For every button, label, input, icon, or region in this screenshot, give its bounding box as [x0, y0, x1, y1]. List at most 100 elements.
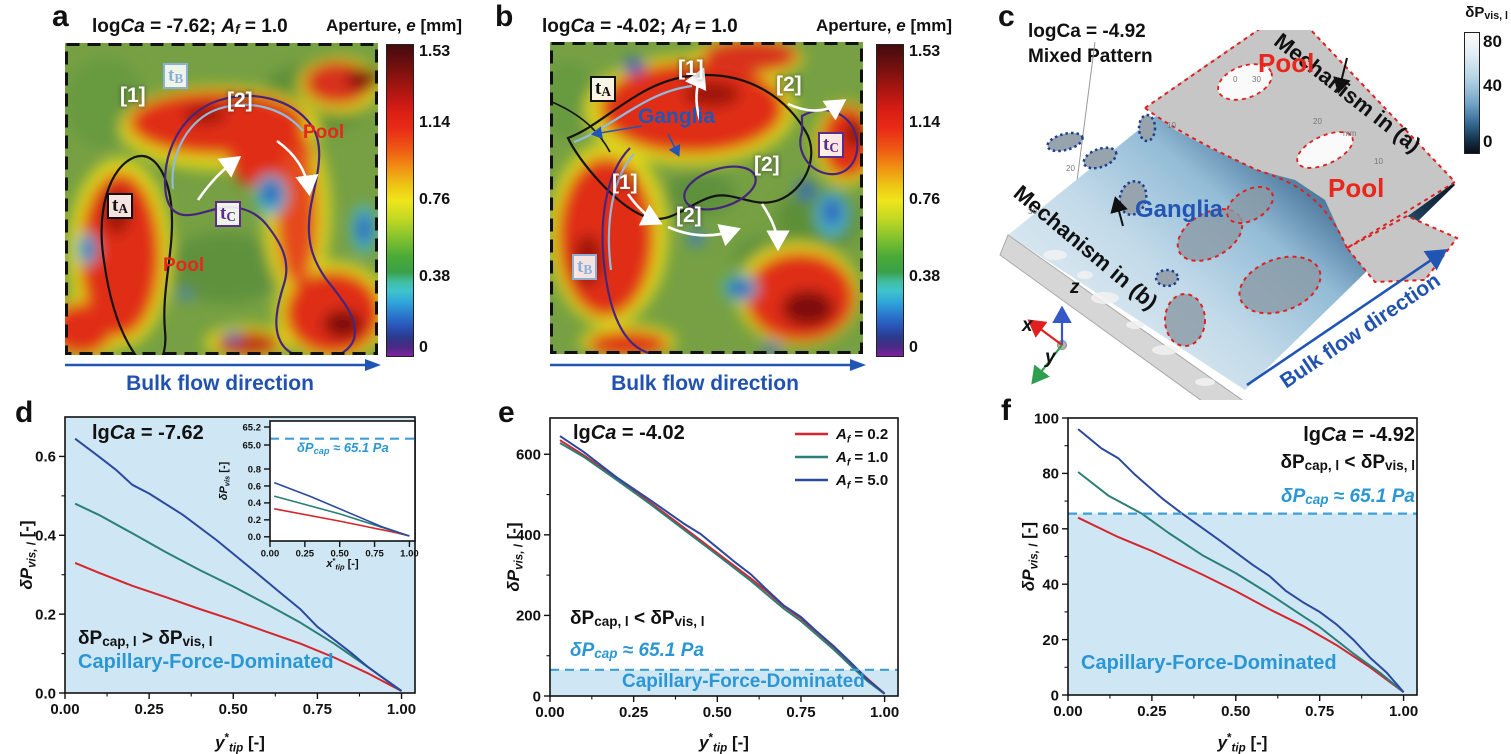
- svg-text:δPvis, l [-]: δPvis, l [-]: [1020, 522, 1041, 591]
- chart-f-pressure-relation: δPcap, l < δPvis, l: [1280, 452, 1415, 473]
- svg-text:0.6: 0.6: [35, 449, 56, 466]
- event-label-2: [2]: [227, 89, 253, 112]
- svg-text:y*tip [-]: y*tip [-]: [1217, 732, 1268, 754]
- svg-text:80: 80: [1042, 466, 1059, 483]
- svg-text:65.2: 65.2: [243, 422, 262, 433]
- colorbar-b-tick: 0.76: [909, 191, 941, 208]
- ganglia-label: Ganglia: [1135, 196, 1224, 223]
- panel-label-a: a: [52, 0, 69, 33]
- chart-f-title: lgCa = -4.92: [1303, 424, 1415, 446]
- svg-text:0.0: 0.0: [248, 532, 261, 543]
- svg-text:0.25: 0.25: [296, 549, 315, 560]
- displacement-arrow-icon: [760, 203, 790, 252]
- chart-e-regime-label: Capillary-Force-Dominated: [622, 671, 865, 692]
- colorbar-c-title: δPvis, l: [1465, 4, 1508, 22]
- svg-text:0.00: 0.00: [1053, 703, 1082, 720]
- svg-text:0.6: 0.6: [248, 481, 261, 492]
- svg-text:0: 0: [1051, 687, 1059, 704]
- svg-text:Af = 1.0: Af = 1.0: [835, 449, 888, 468]
- chart-f: 0.00 0.25 0.50 0.75 1.00 0 20 40 60 80 100 y*tip [-…: [1020, 410, 1418, 754]
- chart-f-capillary-label: δPcap ≈ 65.1 Pa: [1280, 486, 1415, 507]
- svg-text:20: 20: [1042, 632, 1059, 649]
- pool-label: Pool: [163, 255, 205, 276]
- svg-text:0.25: 0.25: [1137, 703, 1166, 720]
- panel-a-title: logCa = -7.62; Af = 1.0: [92, 16, 288, 37]
- scene-tick: 10: [1167, 121, 1176, 130]
- svg-text:0.4: 0.4: [248, 498, 262, 509]
- colorbar-b-tick: 0: [909, 339, 918, 356]
- svg-text:0.00: 0.00: [261, 549, 280, 560]
- aperture-map-a: [1] [2] tB tA tC Pool Pool: [65, 43, 378, 355]
- panel-label-c: c: [998, 0, 1015, 33]
- panel-label-f: f: [1001, 394, 1011, 427]
- chart-d-regime-label: Capillary-Force-Dominated: [78, 651, 334, 673]
- mechanism-a-arrow-icon: [1333, 57, 1351, 94]
- time-label-tA: tA: [590, 76, 616, 102]
- colorbar-a-tick: 0.76: [419, 191, 451, 208]
- svg-text:65.0: 65.0: [243, 440, 262, 451]
- colorbar-a-tick: 0.38: [419, 268, 451, 285]
- time-label-tB: tB: [572, 254, 598, 280]
- event-label-2: [2]: [676, 204, 702, 227]
- aperture-heatmap-a-image: [65, 43, 378, 355]
- axis-x-label: x: [1022, 315, 1033, 336]
- svg-text:1.00: 1.00: [1389, 703, 1418, 720]
- scene-tick: 30: [1252, 75, 1261, 84]
- flow-direction-label-a: Bulk flow direction: [126, 372, 314, 395]
- svg-text:δPvis, l [-]: δPvis, l [-]: [18, 520, 39, 589]
- chart-e-capillary-label: δPcap ≈ 65.1 Pa: [570, 640, 705, 661]
- panel-label-d: d: [15, 396, 34, 429]
- time-label-tC: tC: [818, 132, 844, 158]
- displacement-arrow-icon: [626, 193, 663, 226]
- colorbar-c-tick: 0: [1483, 132, 1493, 151]
- colorbar-a-tick: 1.14: [419, 114, 451, 131]
- scene-tick: 30: [1028, 207, 1037, 216]
- ganglia-arrow-icon: [1110, 196, 1128, 227]
- colorbar-c-tick: 40: [1483, 76, 1502, 95]
- panel-b-title: logCa = -4.02; Af = 1.0: [542, 16, 738, 37]
- colorbar-b-tick: 1.53: [909, 43, 941, 60]
- colorbar-a-tick: 1.53: [419, 43, 451, 60]
- aperture-map-b: tA [1] [2] Ganglia tC [1] [2] [2] tB: [550, 42, 863, 354]
- ganglia-label: Ganglia: [638, 105, 716, 128]
- svg-text:0.00: 0.00: [535, 704, 564, 721]
- svg-text:400: 400: [516, 527, 541, 544]
- pool-label: Pool: [1258, 48, 1315, 78]
- axis-y-label: y: [1045, 347, 1056, 368]
- chart-e-pressure-relation: δPcap, l < δPvis, l: [570, 608, 705, 629]
- svg-text:40: 40: [1042, 576, 1059, 593]
- pool-label: Pool: [303, 122, 345, 143]
- svg-text:0.75: 0.75: [365, 549, 384, 560]
- colorbar-c-tick: 80: [1483, 32, 1502, 51]
- svg-text:60: 60: [1042, 521, 1059, 538]
- svg-text:y*tip [-]: y*tip [-]: [214, 732, 265, 754]
- chart-e-title: lgCa = -4.02: [573, 422, 685, 444]
- svg-text:x*tip [-]: x*tip [-]: [325, 556, 359, 572]
- chart-d-pressure-relation: δPcap, l > δPvis, l: [78, 628, 213, 649]
- axis-y-arrow-icon: [1031, 344, 1063, 385]
- svg-text:y*tip [-]: y*tip [-]: [698, 732, 749, 754]
- scene-tick: 0: [1233, 75, 1238, 84]
- displacement-arrow-2-icon: [276, 139, 319, 197]
- colorbar-a-tick: 0: [419, 339, 428, 356]
- colorbar-b-tick: 1.14: [909, 114, 941, 131]
- svg-text:0.4: 0.4: [35, 528, 57, 545]
- pool-label: Pool: [1328, 173, 1385, 203]
- svg-text:δPvis, l [-]: δPvis, l [-]: [505, 522, 526, 591]
- event-label-2: [2]: [776, 73, 802, 96]
- svg-text:200: 200: [516, 608, 541, 625]
- svg-text:0.2: 0.2: [35, 606, 56, 623]
- axis-z-label: z: [1070, 277, 1080, 298]
- time-label-tB: tB: [163, 63, 189, 89]
- colorbar-a-title: Aperture, e [mm]: [325, 16, 462, 35]
- event-label-1: [1]: [678, 57, 704, 80]
- event-label-1: [1]: [612, 171, 638, 194]
- colorbar-b-title: Aperture, e [mm]: [815, 16, 952, 35]
- svg-text:600: 600: [516, 447, 541, 464]
- time-label-tC: tC: [215, 201, 241, 227]
- svg-text:Af = 0.2: Af = 0.2: [835, 426, 888, 445]
- svg-text:1.00: 1.00: [387, 701, 416, 718]
- svg-text:1.00: 1.00: [400, 549, 419, 560]
- displacement-arrow-icon: [684, 67, 707, 121]
